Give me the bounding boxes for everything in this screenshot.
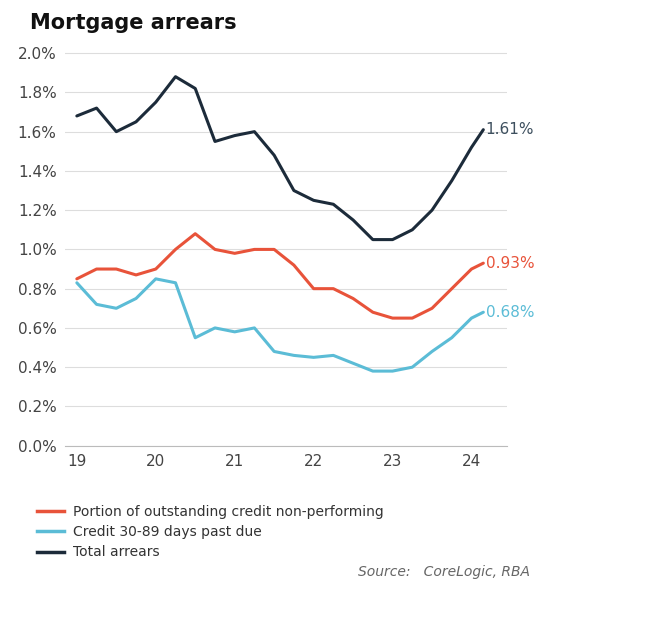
Text: Mortgage arrears: Mortgage arrears — [30, 14, 236, 33]
Text: Source:   CoreLogic, RBA: Source: CoreLogic, RBA — [358, 565, 530, 579]
Text: 1.61%: 1.61% — [486, 122, 534, 137]
Legend: Portion of outstanding credit non-performing, Credit 30-89 days past due, Total : Portion of outstanding credit non-perfor… — [36, 505, 383, 560]
Text: 0.93%: 0.93% — [486, 256, 534, 271]
Text: 0.68%: 0.68% — [486, 305, 534, 320]
